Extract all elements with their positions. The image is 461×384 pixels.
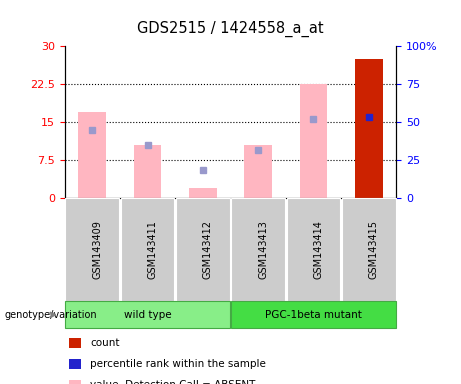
Text: GSM143412: GSM143412 bbox=[203, 220, 213, 279]
Text: GSM143415: GSM143415 bbox=[369, 220, 379, 279]
Text: genotype/variation: genotype/variation bbox=[5, 310, 97, 320]
Bar bbox=[244, 145, 272, 198]
Text: value, Detection Call = ABSENT: value, Detection Call = ABSENT bbox=[90, 380, 255, 384]
Text: GDS2515 / 1424558_a_at: GDS2515 / 1424558_a_at bbox=[137, 21, 324, 37]
Text: PGC-1beta mutant: PGC-1beta mutant bbox=[265, 310, 362, 320]
Bar bbox=[355, 59, 383, 198]
Text: count: count bbox=[90, 338, 119, 348]
Bar bbox=[300, 84, 327, 198]
Text: GSM143413: GSM143413 bbox=[258, 220, 268, 279]
Bar bbox=[78, 112, 106, 198]
Text: wild type: wild type bbox=[124, 310, 171, 320]
Text: GSM143409: GSM143409 bbox=[92, 220, 102, 279]
Text: GSM143411: GSM143411 bbox=[148, 220, 158, 279]
Text: percentile rank within the sample: percentile rank within the sample bbox=[90, 359, 266, 369]
Bar bbox=[189, 188, 217, 198]
Bar bbox=[134, 145, 161, 198]
Text: GSM143414: GSM143414 bbox=[313, 220, 324, 279]
